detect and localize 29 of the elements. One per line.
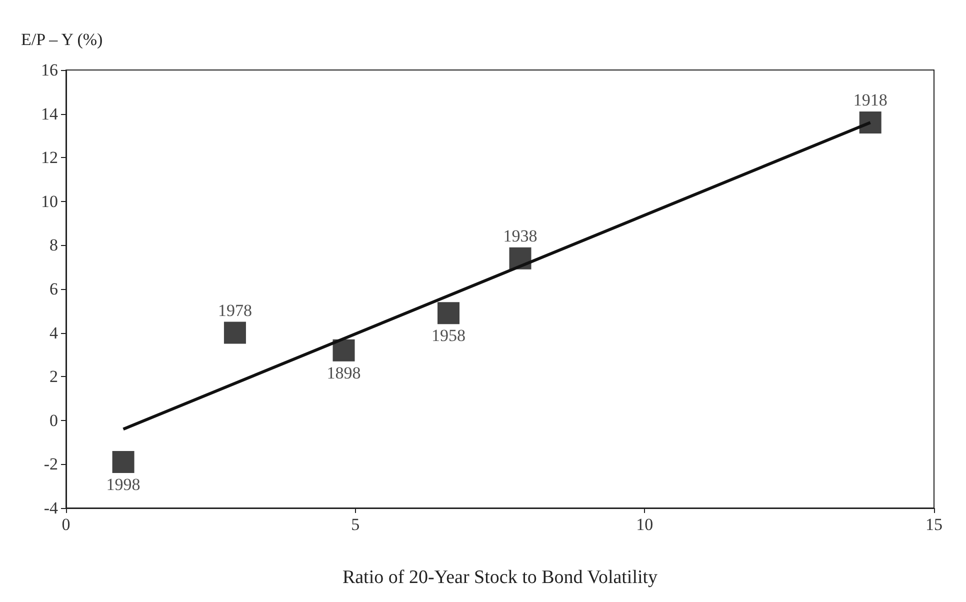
point (859, 112, 882, 134)
point (224, 322, 246, 344)
point (332, 339, 355, 362)
y-tick-label: 14 (41, 104, 58, 124)
y-tick-label: 10 (41, 192, 58, 211)
y-tick-label: 6 (50, 280, 58, 298)
y-tick-label: 12 (41, 148, 58, 168)
x-tick-label: 0 (62, 515, 70, 534)
x-tick-label: 5 (351, 515, 360, 534)
annotation: 1918 (853, 90, 888, 110)
point (112, 451, 134, 474)
annotation: 1898 (326, 363, 361, 382)
y-tick-label: 2 (50, 367, 58, 386)
point (438, 302, 460, 324)
annotation: 1998 (106, 475, 140, 494)
x-tick-label: 15 (926, 515, 942, 534)
y-tick-label: 16 (41, 60, 58, 80)
annotation: 1938 (503, 226, 538, 246)
y-tick-label: 4 (50, 323, 58, 342)
x-tick-label: 10 (636, 515, 654, 534)
point (509, 247, 532, 270)
x-axis-title: Ratio of 20-Year Stock to Bond Volatility (342, 567, 658, 588)
annotation: 1958 (432, 326, 466, 346)
y-tick-label: 8 (50, 236, 58, 255)
annotation: 1978 (218, 300, 252, 320)
y-axis-title: E/P – Y (%) (21, 30, 103, 49)
y-tick-label: -4 (44, 498, 58, 518)
y-tick-label: 0 (50, 410, 58, 430)
y-tick-label: -2 (44, 454, 58, 474)
